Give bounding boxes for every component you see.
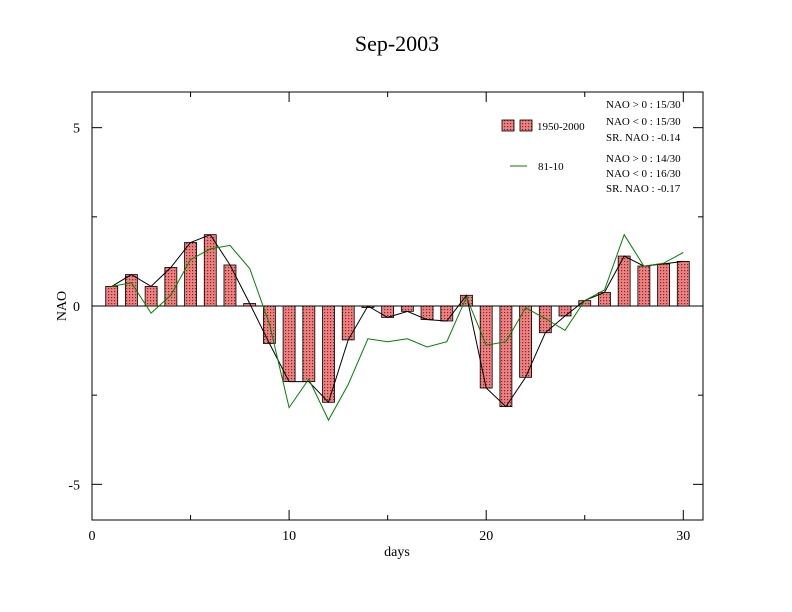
bar-day-18 [440, 305, 454, 322]
legend-stat-1-0: NAO > 0 : 15/30 [606, 99, 681, 111]
legend-swatch-1950-2000 [501, 119, 515, 132]
bar-day-6 [203, 234, 217, 307]
y-axis-label: NAO [55, 291, 70, 321]
x-tick-label-20: 20 [479, 529, 493, 544]
legend-stat-1-2: SR. NAO : -0.14 [606, 132, 681, 144]
legend-label-1950-2000: 1950-2000 [537, 121, 585, 133]
legend: 1950-2000 81-10 NAO > 0 : 15/30 NAO < 0 … [501, 99, 681, 195]
bar-day-13 [341, 305, 355, 341]
y-tick-label-0: 0 [73, 300, 80, 315]
legend-label-81-10: 81-10 [538, 161, 564, 173]
bar-day-11 [302, 305, 316, 383]
y-tick-label-5: 5 [73, 122, 80, 137]
bar-day-3 [144, 285, 158, 307]
chart-title: Sep-2003 [355, 31, 439, 56]
bar-day-7 [223, 264, 237, 307]
x-axis-label: days [384, 545, 410, 560]
bar-day-1 [105, 285, 119, 307]
bar-day-24 [558, 305, 572, 317]
x-tick-label-0: 0 [89, 529, 96, 544]
bar-day-30 [676, 261, 690, 307]
bar-day-5 [184, 242, 197, 307]
x-tick-label-30: 30 [676, 529, 690, 544]
series-line-1950-2000 [111, 234, 684, 408]
x-tick-label-10: 10 [282, 529, 296, 544]
bar-day-10 [282, 305, 296, 383]
legend-stat-1-1: NAO < 0 : 15/30 [606, 116, 681, 128]
legend-stat-2-2: SR. NAO : -0.17 [606, 183, 681, 195]
legend-swatch-1950-2000-b [519, 119, 533, 132]
bar-day-21 [499, 305, 513, 407]
bar-day-2 [125, 274, 138, 307]
series-line-81-10 [111, 233, 684, 422]
bar-day-20 [479, 305, 493, 389]
legend-stat-2-1: NAO < 0 : 16/30 [606, 168, 681, 180]
y-tick-label--5: -5 [68, 478, 80, 493]
bar-day-16 [400, 305, 414, 312]
bar-day-28 [637, 265, 651, 307]
bar-day-29 [657, 263, 670, 307]
legend-stat-2-0: NAO > 0 : 14/30 [606, 153, 681, 165]
